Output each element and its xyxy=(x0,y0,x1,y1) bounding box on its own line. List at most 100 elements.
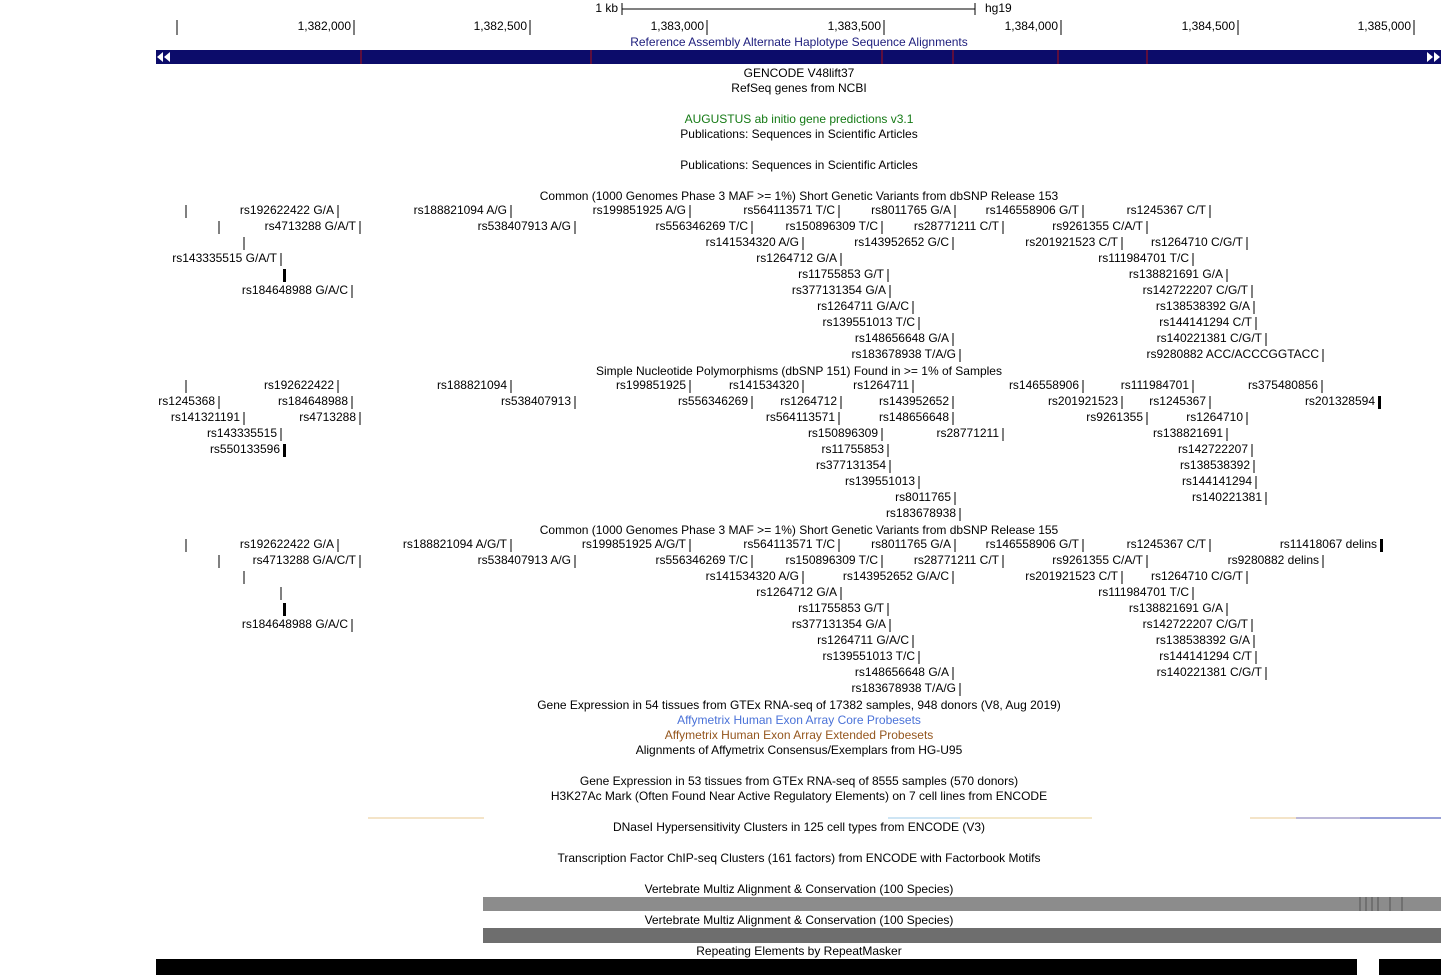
variant-label: rs8011765 G/A xyxy=(871,537,951,551)
variant-mark xyxy=(1002,221,1004,234)
variant-mark xyxy=(280,253,282,266)
scroll-arrows[interactable] xyxy=(157,52,1440,62)
variant-mark xyxy=(918,317,920,330)
variant-label: rs538407913 A/G xyxy=(478,219,571,233)
variant-label: rs564113571 T/C xyxy=(743,537,835,551)
variant-mark xyxy=(954,205,956,218)
variant-label: rs1264710 C/G/T xyxy=(1151,569,1244,583)
variant-label: rs1264710 C/G/T xyxy=(1151,235,1244,249)
variant-label: rs538407913 A/G xyxy=(478,553,571,567)
variant-label: rs141321191 xyxy=(171,410,240,424)
variant-label: rs8011765 xyxy=(895,490,951,504)
variant-mark xyxy=(1322,349,1324,362)
variant-mark xyxy=(283,269,286,282)
variant-mark xyxy=(959,508,961,521)
variant-mark xyxy=(185,205,187,218)
variant-mark xyxy=(1002,428,1004,441)
variant-mark xyxy=(887,603,889,616)
tracks: Reference Assembly Alternate Haplotype S… xyxy=(158,35,1383,958)
variant-label: rs377131354 G/A xyxy=(792,617,886,631)
variant-label: rs146558906 G/T xyxy=(986,203,1080,217)
variant-mark xyxy=(840,587,842,600)
variant-mark xyxy=(889,619,891,632)
variant-label: rs1264712 G/A xyxy=(756,585,837,599)
variant-mark xyxy=(1192,253,1194,266)
variant-mark xyxy=(751,555,753,568)
variant-label: rs201921523 C/T xyxy=(1025,235,1118,249)
scale-label: 1 kb xyxy=(595,1,618,15)
variant-mark xyxy=(243,412,245,425)
variant-mark xyxy=(185,380,187,393)
variant-mark xyxy=(1192,587,1194,600)
multiz-alignment xyxy=(483,928,1441,943)
ruler-tick-label: 1,384,500 xyxy=(1182,19,1236,33)
variant-label: rs1245368 xyxy=(158,394,215,408)
variant-label: rs1264711 xyxy=(853,378,909,392)
variant-mark xyxy=(1146,412,1148,425)
variant-mark xyxy=(218,555,220,568)
variant-mark xyxy=(952,396,954,409)
variant-label: rs143335515 xyxy=(207,426,277,440)
variant-label: rs564113571 xyxy=(766,410,835,424)
variant-label: rs139551013 xyxy=(845,474,915,488)
variant-mark xyxy=(838,539,840,552)
variant-label: rs1264711 G/A/C xyxy=(817,299,909,313)
variant-mark xyxy=(1380,539,1383,552)
variant-label: rs146558906 xyxy=(1009,378,1079,392)
variant-label: rs199851925 xyxy=(616,378,686,392)
variant-label: rs141534320 xyxy=(729,378,799,392)
variant-label: rs377131354 G/A xyxy=(792,283,886,297)
variant-label: rs28771211 xyxy=(937,426,1000,440)
variant-label: rs11755853 G/T xyxy=(798,267,884,281)
variant-label: rs188821094 A/G xyxy=(414,203,507,217)
variant-label: rs140221381 xyxy=(1192,490,1262,504)
variant-mark xyxy=(952,571,954,584)
variant-mark xyxy=(838,205,840,218)
variant-label: rs148656648 G/A xyxy=(855,665,949,679)
variant-label: rs538407913 xyxy=(501,394,571,408)
alt-haplotype-marks xyxy=(360,50,1148,64)
variant-label: rs1245367 xyxy=(1149,394,1206,408)
variant-mark xyxy=(1253,301,1255,314)
variant-label: rs201921523 xyxy=(1048,394,1118,408)
variant-label: rs11418067 delins xyxy=(1280,537,1377,551)
ruler-tick-label: 1,385,000 xyxy=(1358,19,1412,33)
track-title: Affymetrix Human Exon Array Extended Pro… xyxy=(665,728,934,742)
variant-label: rs139551013 T/C xyxy=(822,315,915,329)
variant-mark xyxy=(337,539,339,552)
variant-mark xyxy=(1082,380,1084,393)
track-title: Publications: Sequences in Scientific Ar… xyxy=(680,127,917,141)
variant-mark xyxy=(337,380,339,393)
variant-label: rs199851925 A/G/T xyxy=(582,537,687,551)
variant-label: rs142722207 C/G/T xyxy=(1143,283,1249,297)
variant-label: rs1264710 xyxy=(1186,410,1243,424)
variant-mark xyxy=(959,349,961,362)
multiz-conservation xyxy=(483,897,1441,911)
variant-mark xyxy=(1322,555,1324,568)
variant-mark xyxy=(954,539,956,552)
variant-mark xyxy=(1255,651,1257,664)
variant-label: rs143952652 xyxy=(879,394,949,408)
assembly-label: hg19 xyxy=(985,1,1012,15)
variant-label: rs140221381 C/G/T xyxy=(1157,331,1263,345)
variant-mark xyxy=(689,205,691,218)
variant-label: rs192622422 xyxy=(264,378,334,392)
variant-label: rs11755853 xyxy=(822,442,885,456)
track-title: Alignments of Affymetrix Consensus/Exemp… xyxy=(636,743,963,757)
variant-mark xyxy=(1251,285,1253,298)
variant-label: rs138821691 xyxy=(1153,426,1223,440)
variant-label: rs150896309 T/C xyxy=(785,553,878,567)
variant-mark xyxy=(751,221,753,234)
variant-mark xyxy=(952,237,954,250)
variant-mark xyxy=(1209,205,1211,218)
variant-label: rs8011765 G/A xyxy=(871,203,951,217)
variant-mark xyxy=(689,539,691,552)
ruler: 1,382,000 1,382,500 1,383,000 1,383,500 1,38… xyxy=(298,19,1415,35)
variant-mark xyxy=(802,571,804,584)
variant-label: rs111984701 T/C xyxy=(1098,251,1189,265)
variant-mark xyxy=(359,412,361,425)
alt-haplotype-bar xyxy=(156,50,1441,64)
variant-mark xyxy=(283,603,286,616)
variant-mark xyxy=(1121,571,1123,584)
